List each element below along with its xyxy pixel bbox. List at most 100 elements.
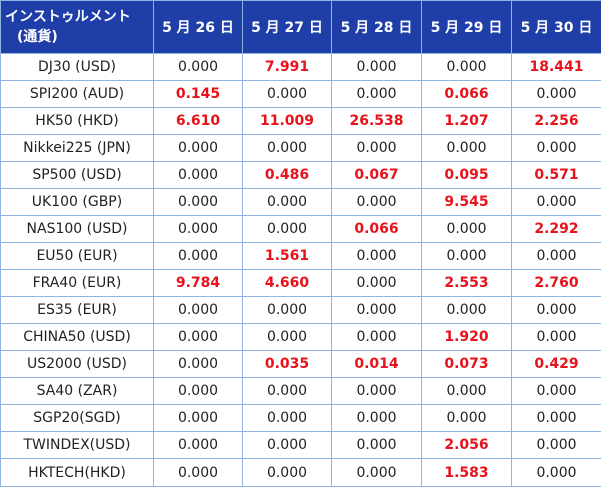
date-column-header: 5 月 30 日 — [511, 0, 601, 54]
value-cell: 0.000 — [421, 134, 512, 162]
value-cell: 0.000 — [511, 188, 601, 216]
value-cell: 0.000 — [153, 431, 243, 459]
value-cell: 6.610 — [153, 107, 243, 135]
instrument-cell: DJ30 (USD) — [0, 53, 154, 81]
instrument-cell: SGP20(SGD) — [0, 404, 154, 432]
table-row: SP500 (USD) 0.000 0.486 0.067 0.095 0.571 — [0, 161, 601, 189]
value-cell: 0.000 — [153, 188, 243, 216]
instrument-header-label: インストゥルメント — [5, 9, 131, 25]
value-cell: 0.000 — [242, 134, 332, 162]
instrument-cell: SA40 (ZAR) — [0, 377, 154, 405]
value-cell: 0.000 — [421, 215, 512, 243]
value-cell: 0.066 — [331, 215, 422, 243]
value-cell: 0.000 — [421, 296, 512, 324]
value-cell: 0.000 — [331, 458, 422, 487]
table-row: UK100 (GBP) 0.000 0.000 0.000 9.545 0.000 — [0, 188, 601, 216]
value-cell: 0.000 — [331, 431, 422, 459]
value-cell: 0.095 — [421, 161, 512, 189]
value-cell: 0.000 — [511, 134, 601, 162]
value-cell: 0.000 — [331, 323, 422, 351]
value-cell: 7.991 — [242, 53, 332, 81]
value-cell: 0.000 — [153, 53, 243, 81]
table-row: SA40 (ZAR) 0.000 0.000 0.000 0.000 0.000 — [0, 377, 601, 405]
value-cell: 0.000 — [153, 242, 243, 270]
value-cell: 26.538 — [331, 107, 422, 135]
value-cell: 0.000 — [242, 458, 332, 487]
value-cell: 0.000 — [153, 458, 243, 487]
value-cell: 0.486 — [242, 161, 332, 189]
instrument-cell: HK50 (HKD) — [0, 107, 154, 135]
value-cell: 0.000 — [242, 377, 332, 405]
instrument-cell: HKTECH(HKD) — [0, 458, 154, 487]
date-column-header: 5 月 27 日 — [242, 0, 332, 54]
value-cell: 0.000 — [153, 350, 243, 378]
table-row: DJ30 (USD) 0.000 7.991 0.000 0.000 18.441 — [0, 53, 601, 81]
value-cell: 0.000 — [242, 431, 332, 459]
table-row: HK50 (HKD) 6.610 11.009 26.538 1.207 2.256 — [0, 107, 601, 135]
instrument-cell: EU50 (EUR) — [0, 242, 154, 270]
value-cell: 0.000 — [242, 188, 332, 216]
value-cell: 0.000 — [511, 377, 601, 405]
value-cell: 0.000 — [331, 188, 422, 216]
value-cell: 2.056 — [421, 431, 512, 459]
table-row: HKTECH(HKD) 0.000 0.000 0.000 1.583 0.000 — [0, 458, 601, 487]
value-cell: 0.000 — [242, 323, 332, 351]
value-cell: 0.000 — [511, 242, 601, 270]
table-row: TWINDEX(USD) 0.000 0.000 0.000 2.056 0.000 — [0, 431, 601, 459]
table-row: NAS100 (USD) 0.000 0.000 0.066 0.000 2.292 — [0, 215, 601, 243]
value-cell: 0.000 — [511, 80, 601, 108]
value-cell: 0.000 — [421, 53, 512, 81]
table-row: SPI200 (AUD) 0.145 0.000 0.000 0.066 0.000 — [0, 80, 601, 108]
value-cell: 0.000 — [511, 458, 601, 487]
value-cell: 0.000 — [242, 296, 332, 324]
value-cell: 18.441 — [511, 53, 601, 81]
table-row: ES35 (EUR) 0.000 0.000 0.000 0.000 0.000 — [0, 296, 601, 324]
value-cell: 0.000 — [153, 323, 243, 351]
table-row: US2000 (USD) 0.000 0.035 0.014 0.073 0.429 — [0, 350, 601, 378]
value-cell: 0.000 — [242, 215, 332, 243]
table-row: SGP20(SGD) 0.000 0.000 0.000 0.000 0.000 — [0, 404, 601, 432]
value-cell: 0.000 — [153, 404, 243, 432]
value-cell: 0.429 — [511, 350, 601, 378]
value-cell: 2.760 — [511, 269, 601, 297]
value-cell: 1.583 — [421, 458, 512, 487]
value-cell: 0.000 — [242, 404, 332, 432]
value-cell: 0.067 — [331, 161, 422, 189]
value-cell: 0.000 — [511, 404, 601, 432]
value-cell: 2.256 — [511, 107, 601, 135]
value-cell: 0.000 — [421, 242, 512, 270]
date-column-header: 5 月 29 日 — [421, 0, 512, 54]
table-row: EU50 (EUR) 0.000 1.561 0.000 0.000 0.000 — [0, 242, 601, 270]
value-cell: 0.145 — [153, 80, 243, 108]
instrument-cell: CHINA50 (USD) — [0, 323, 154, 351]
instrument-cell: ES35 (EUR) — [0, 296, 154, 324]
value-cell: 1.561 — [242, 242, 332, 270]
value-cell: 0.571 — [511, 161, 601, 189]
instrument-cell: NAS100 (USD) — [0, 215, 154, 243]
value-cell: 0.000 — [153, 215, 243, 243]
value-cell: 0.000 — [511, 296, 601, 324]
value-cell: 0.000 — [331, 53, 422, 81]
value-cell: 0.035 — [242, 350, 332, 378]
value-cell: 0.073 — [421, 350, 512, 378]
table-row: CHINA50 (USD) 0.000 0.000 0.000 1.920 0.000 — [0, 323, 601, 351]
value-cell: 0.000 — [331, 296, 422, 324]
table-row: Nikkei225 (JPN) 0.000 0.000 0.000 0.000 0.000 — [0, 134, 601, 162]
instrument-cell: SPI200 (AUD) — [0, 80, 154, 108]
table-row: FRA40 (EUR) 9.784 4.660 0.000 2.553 2.760 — [0, 269, 601, 297]
value-cell: 0.066 — [421, 80, 512, 108]
value-cell: 0.000 — [511, 431, 601, 459]
table-body: DJ30 (USD) 0.000 7.991 0.000 0.000 18.441 SPI2… — [0, 53, 601, 487]
instrument-cell: TWINDEX(USD) — [0, 431, 154, 459]
value-cell: 4.660 — [242, 269, 332, 297]
instrument-cell: US2000 (USD) — [0, 350, 154, 378]
value-cell: 9.784 — [153, 269, 243, 297]
instrument-cell: UK100 (GBP) — [0, 188, 154, 216]
date-column-header: 5 月 26 日 — [153, 0, 243, 54]
value-cell: 0.000 — [153, 377, 243, 405]
value-cell: 0.000 — [421, 404, 512, 432]
value-cell: 0.000 — [331, 377, 422, 405]
value-cell: 11.009 — [242, 107, 332, 135]
value-cell: 9.545 — [421, 188, 512, 216]
